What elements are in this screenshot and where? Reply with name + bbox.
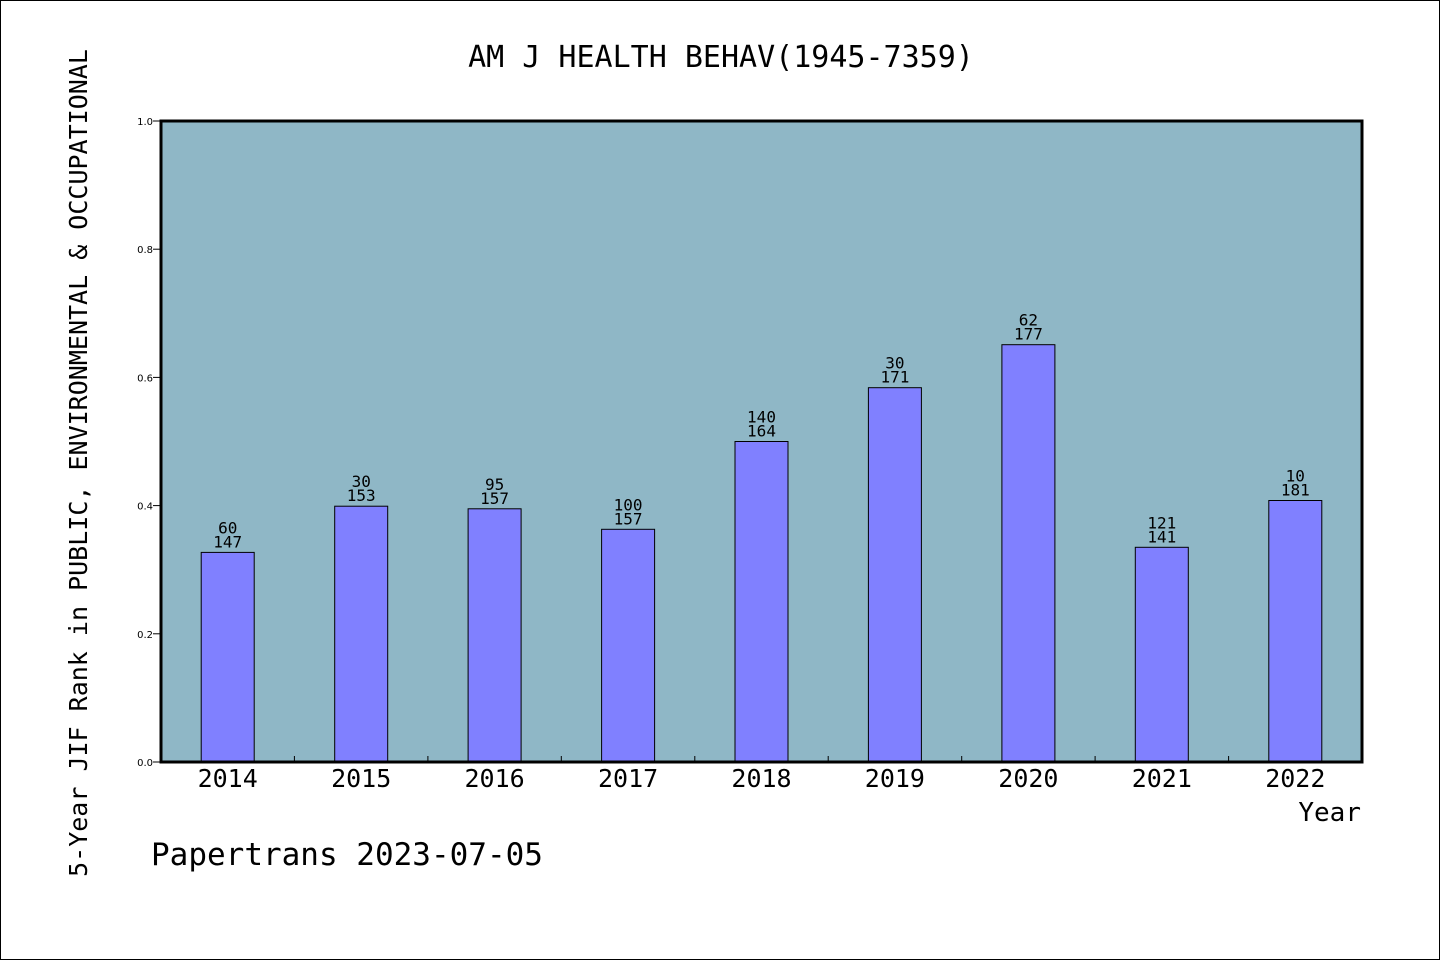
x-axis: 2014 2015 2016 2017 2018 2019 2020 2021 2022 xyxy=(198,756,1325,793)
bar-total-label: 181 xyxy=(1281,481,1310,500)
bar-rank-label: 62 xyxy=(1019,311,1038,330)
plot-border xyxy=(159,119,1364,764)
x-tick-label: 2021 xyxy=(1132,764,1192,793)
bar-2015 xyxy=(334,505,389,763)
bar-2018 xyxy=(734,441,789,763)
bar-rank-label: 140 xyxy=(747,408,776,427)
bar-2021 xyxy=(1134,546,1189,763)
footer-credit: Papertrans 2023-07-05 xyxy=(151,837,543,873)
bar-2020 xyxy=(1001,344,1056,763)
bar-2022 xyxy=(1268,500,1323,763)
bar-total-label: 157 xyxy=(614,509,643,528)
bar-total-label: 147 xyxy=(213,532,242,551)
chart-title: AM J HEALTH BEHAV(1945-7359) xyxy=(468,40,974,75)
x-tick-label: 2016 xyxy=(464,764,524,793)
x-tick-label: 2019 xyxy=(865,764,925,793)
bar-rank-label: 30 xyxy=(352,472,371,491)
bar-total-label: 157 xyxy=(480,489,509,508)
y-tick-label: 0.8 xyxy=(137,245,153,256)
y-tick-label: 0.2 xyxy=(137,630,153,641)
bar-total-label: 141 xyxy=(1147,527,1176,546)
bar-rank-label: 121 xyxy=(1147,513,1176,532)
bar-rank-label: 95 xyxy=(485,475,504,494)
x-tick-label: 2017 xyxy=(598,764,658,793)
y-axis-label: 5-Year JIF Rank in PUBLIC, ENVIRONMENTAL… xyxy=(64,49,93,877)
bar-2017 xyxy=(601,528,656,763)
bar-2019 xyxy=(867,387,922,763)
bars-group xyxy=(200,344,1323,763)
x-tick-label: 2014 xyxy=(198,764,258,793)
x-tick-label: 2022 xyxy=(1265,764,1325,793)
bar-2016 xyxy=(467,508,522,763)
x-tick-label: 2018 xyxy=(731,764,791,793)
y-tick-label: 0.4 xyxy=(137,502,153,513)
y-axis: 0.0 0.2 0.4 0.6 0.8 1.0 xyxy=(137,117,161,769)
y-tick-label: 0.0 xyxy=(137,758,153,769)
y-tick-label: 0.6 xyxy=(137,373,153,384)
bar-rank-label: 100 xyxy=(614,495,643,514)
x-axis-label: Year xyxy=(1298,798,1361,828)
bar-total-label: 177 xyxy=(1014,325,1043,344)
bar-rank-label: 60 xyxy=(218,518,237,537)
x-tick-label: 2015 xyxy=(331,764,391,793)
bar-rank-label: 30 xyxy=(885,354,904,373)
bar-rank-label: 10 xyxy=(1286,467,1305,486)
bar-total-label: 164 xyxy=(747,422,776,441)
x-tick-label: 2020 xyxy=(998,764,1058,793)
bar-total-label: 171 xyxy=(880,368,909,387)
bar-2014 xyxy=(200,551,255,763)
bar-total-label: 153 xyxy=(347,486,376,505)
y-tick-label: 1.0 xyxy=(137,117,153,128)
